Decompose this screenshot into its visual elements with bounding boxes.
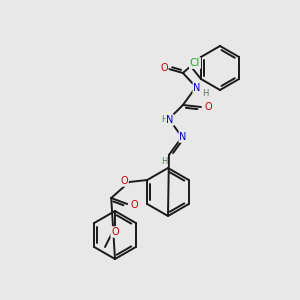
- Text: N: N: [179, 132, 187, 142]
- Text: H: H: [161, 116, 167, 124]
- Text: N: N: [193, 83, 201, 93]
- Text: O: O: [204, 102, 212, 112]
- Text: N: N: [166, 115, 174, 125]
- Text: Cl: Cl: [190, 58, 200, 68]
- Text: O: O: [111, 227, 119, 237]
- Text: O: O: [160, 63, 168, 73]
- Text: H: H: [161, 157, 167, 166]
- Text: O: O: [130, 200, 138, 210]
- Text: O: O: [120, 176, 128, 186]
- Text: H: H: [202, 88, 208, 98]
